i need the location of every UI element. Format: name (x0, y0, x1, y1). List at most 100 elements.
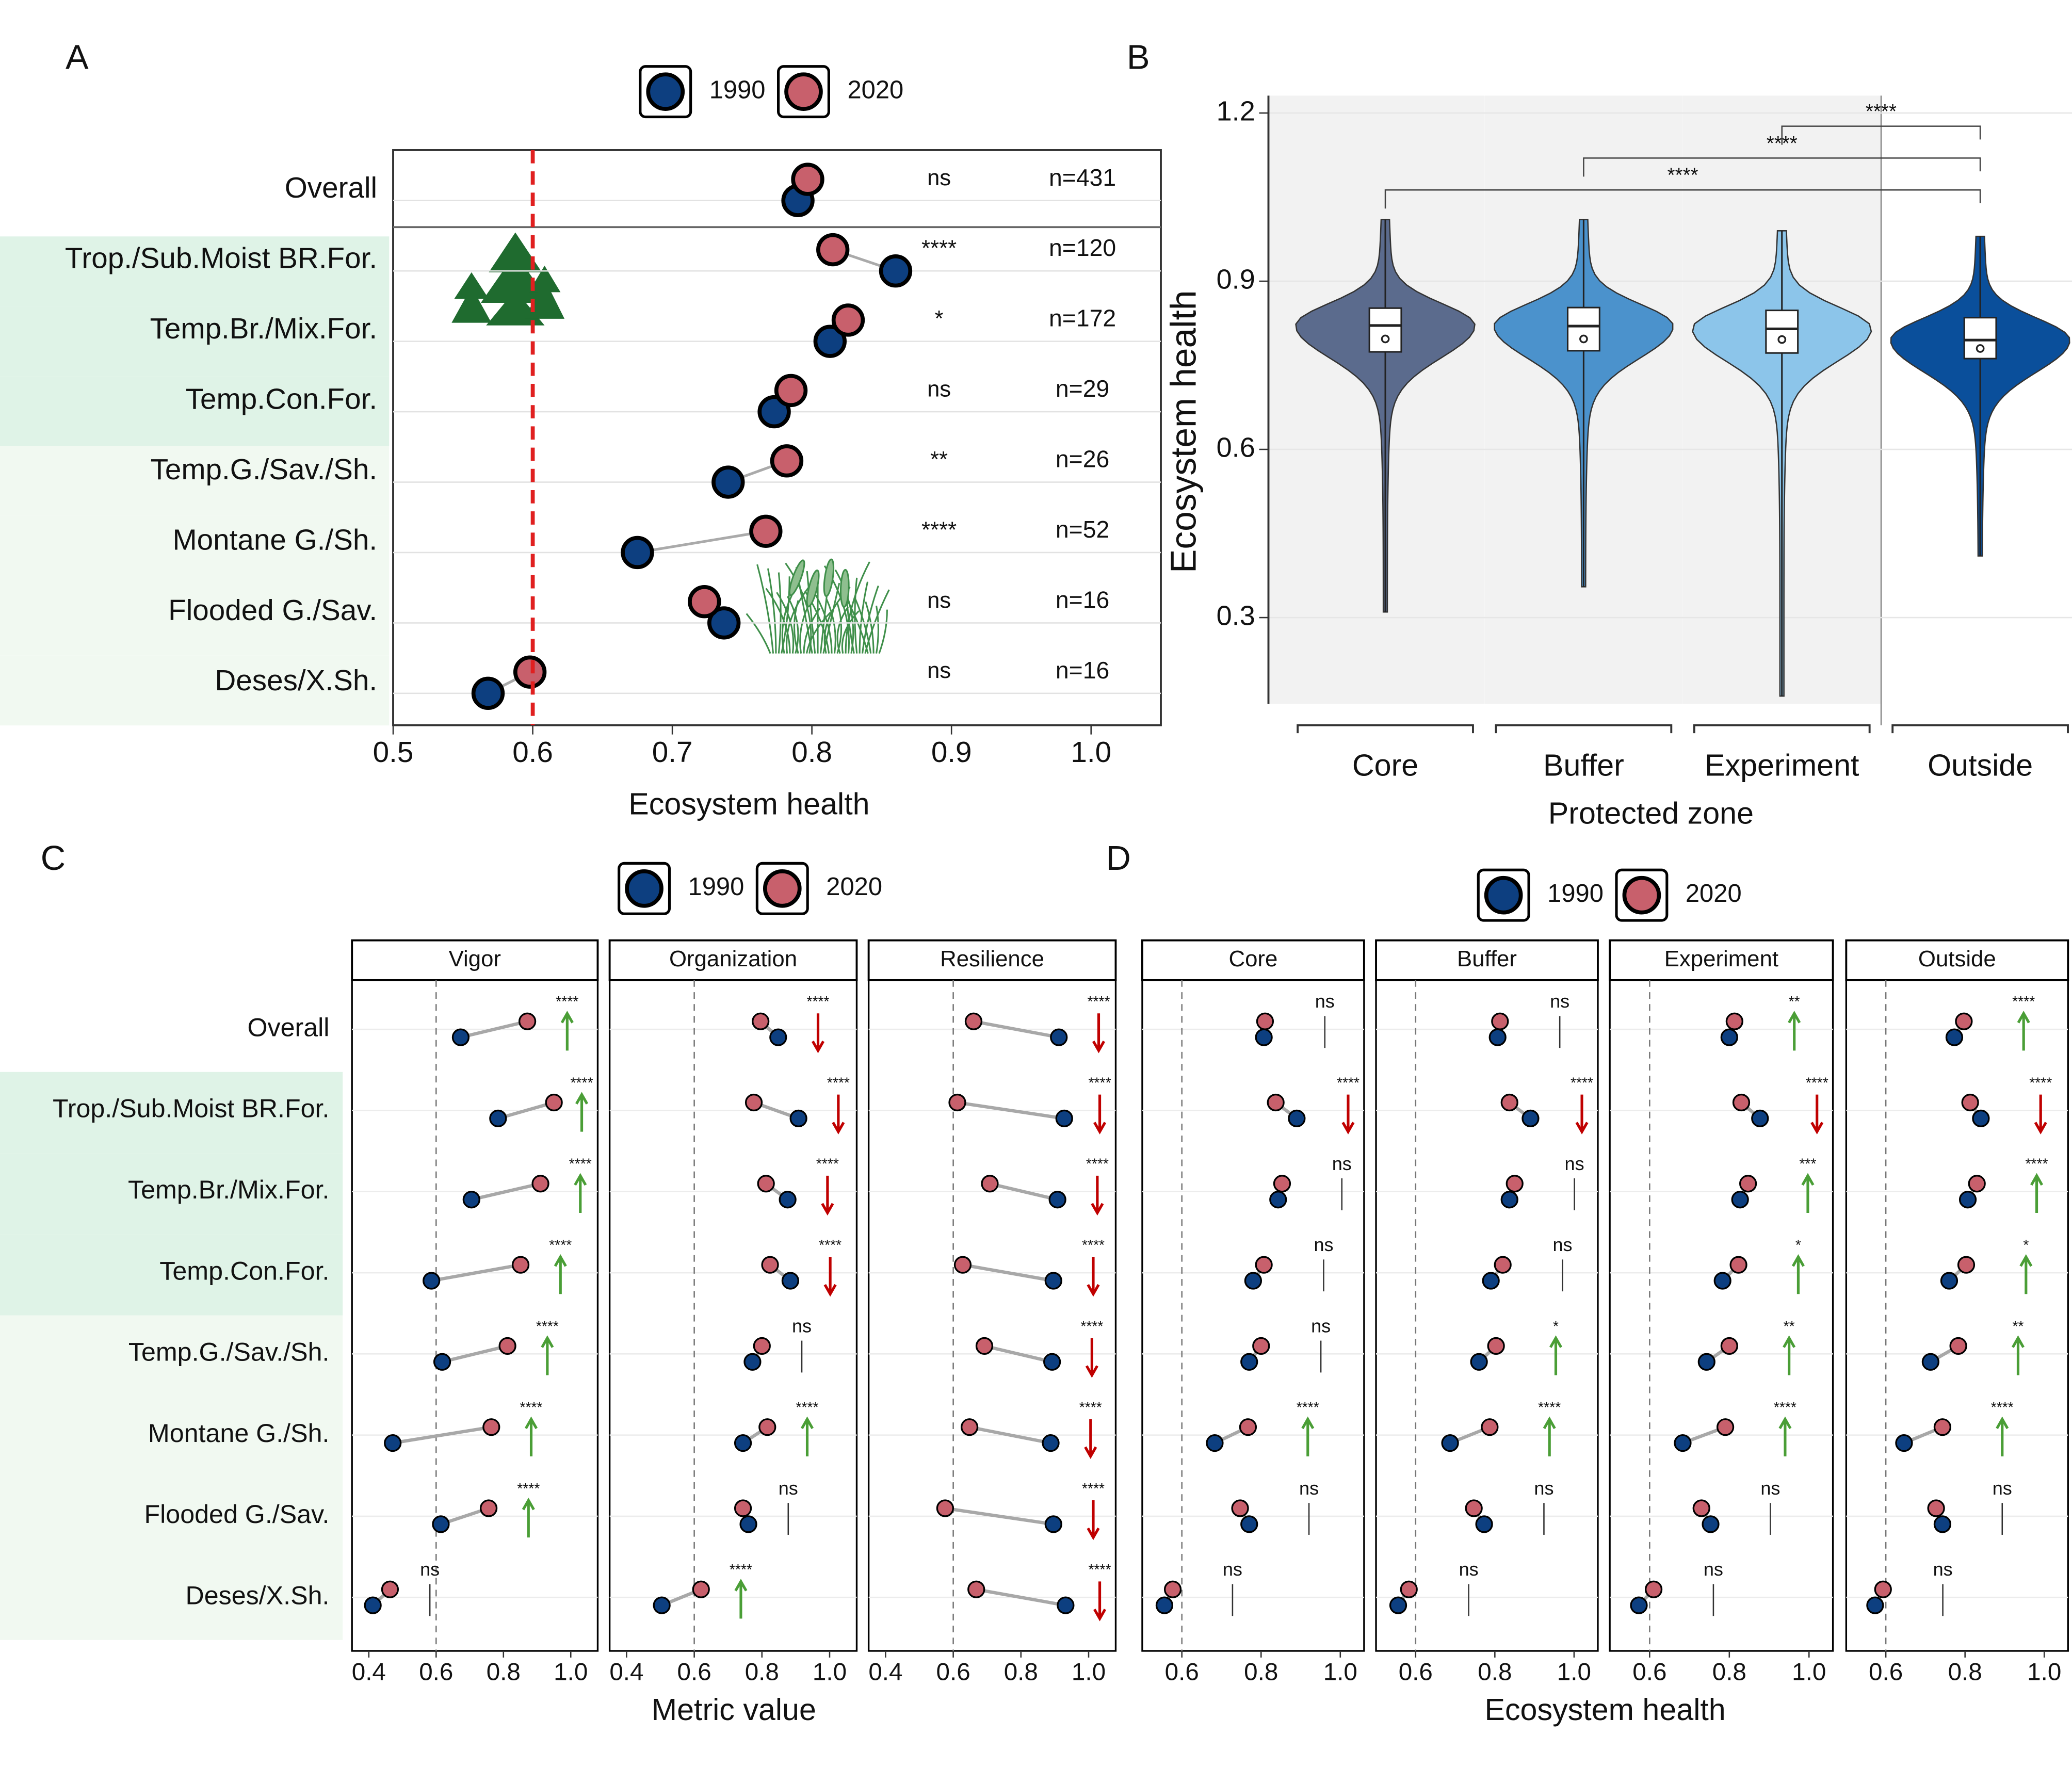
trend-arrowhead (2019, 1254, 2033, 1267)
point-2020 (692, 1580, 710, 1598)
x-tick-label: Outside (1928, 748, 2033, 783)
n-label: n=52 (1056, 516, 1109, 543)
point-1990 (1940, 1272, 1958, 1290)
trend-arrowhead (1087, 1527, 1100, 1541)
point-2020 (948, 1093, 966, 1112)
point-1990 (1057, 1596, 1075, 1614)
legend-symbol (784, 72, 823, 111)
category-band (0, 1072, 343, 1154)
significance: **** (549, 1237, 572, 1253)
point-1990 (1674, 1434, 1692, 1452)
grass-blade (815, 594, 833, 654)
point-1990 (1288, 1109, 1306, 1128)
x-tick-label: 1.0 (1323, 1658, 1357, 1685)
trend-arrowhead (1801, 1173, 1815, 1186)
grass-icon (746, 558, 890, 654)
significance: **** (1297, 1399, 1319, 1416)
point-1990 (364, 1596, 382, 1614)
legend-label: 1990 (709, 76, 766, 104)
point-2020 (498, 1337, 516, 1355)
point-1990 (451, 1028, 470, 1046)
significance: ns (1760, 1478, 1780, 1499)
trend-arrowhead (1091, 1203, 1104, 1216)
legend-symbol (1622, 876, 1661, 915)
category-axis (1891, 724, 2069, 734)
significance: **** (1538, 1399, 1561, 1416)
category-band (0, 1396, 343, 1478)
category-label: Temp.Br./Mix.For. (150, 313, 378, 345)
point-2020 (518, 1012, 537, 1030)
significance: **** (1082, 1237, 1105, 1253)
point-2020 (1716, 1418, 1735, 1436)
point-2020 (511, 1256, 530, 1274)
point-1990 (471, 676, 505, 710)
point-2020 (758, 1418, 776, 1436)
point-1990 (1244, 1272, 1262, 1290)
point-2020 (752, 1012, 770, 1030)
point-1990 (1945, 1028, 1964, 1046)
point-2020 (761, 1256, 779, 1274)
point-2020 (1465, 1499, 1483, 1517)
point-1990 (1488, 1028, 1507, 1046)
point-1990 (1521, 1109, 1540, 1128)
x-tick-label: 0.5 (373, 736, 414, 769)
significance: **** (1082, 1480, 1105, 1497)
y-tick-label: 1.2 (1217, 95, 1255, 126)
point-1990 (781, 1272, 800, 1290)
category-band (0, 376, 390, 446)
significance: **** (2012, 993, 2035, 1010)
trend-arrowhead (800, 1416, 814, 1430)
category-label: Flooded G./Sav. (144, 1500, 330, 1529)
significance: **** (921, 236, 957, 261)
trend-arrowhead (1575, 1122, 1589, 1134)
point-2020 (744, 1093, 763, 1112)
trend-arrowhead (1301, 1416, 1315, 1430)
point-2020 (479, 1499, 498, 1517)
x-tick-label: 0.8 (1948, 1658, 1982, 1685)
significance: ** (2012, 1318, 2024, 1334)
grass-seed (823, 558, 835, 597)
category-axis (1693, 724, 1871, 734)
legend-symbol (625, 869, 663, 908)
significance: **** (1806, 1074, 1828, 1091)
significance: ns (1550, 991, 1569, 1012)
connector (969, 1425, 1051, 1445)
significance: ** (930, 447, 948, 472)
category-label: Trop./Sub.Moist BR.For. (53, 1094, 329, 1123)
point-1990 (1048, 1191, 1066, 1209)
point-2020 (381, 1580, 399, 1598)
point-1990 (1389, 1596, 1407, 1614)
point-1990 (1050, 1028, 1068, 1046)
point-2020 (770, 444, 804, 478)
significance: **** (1089, 1561, 1111, 1578)
connector (984, 1344, 1053, 1364)
legend-symbol (646, 72, 685, 111)
facet-header (1609, 939, 1834, 981)
connector (962, 1263, 1054, 1283)
significance: ns (927, 165, 951, 190)
category-label: Overall (285, 172, 377, 204)
facet-frame (1845, 979, 2069, 1652)
significance: **** (1774, 1399, 1796, 1416)
significance: ns (1332, 1153, 1352, 1174)
trend-arrowhead (1093, 1122, 1107, 1134)
x-tick-label: 1.0 (554, 1658, 588, 1685)
grass-blade (793, 600, 799, 654)
backgrounds (0, 236, 390, 1640)
n-label: n=172 (1049, 305, 1116, 332)
box (1368, 307, 1402, 353)
point-1990 (1155, 1596, 1174, 1614)
y-tick-label: 0.6 (1217, 432, 1255, 463)
category-label: Overall (247, 1013, 329, 1042)
x-tick-label: Experiment (1705, 748, 1859, 783)
category-band (0, 655, 390, 726)
x-axis-title: Ecosystem health (1484, 1692, 1725, 1727)
point-1990 (739, 1515, 757, 1533)
trend-arrowhead (1085, 1365, 1098, 1378)
n-label: n=120 (1049, 234, 1116, 261)
x-tick-label: 0.6 (1869, 1658, 1903, 1685)
significance: ns (927, 376, 951, 401)
point-1990 (1206, 1434, 1224, 1452)
x-tick-label: 1.0 (1072, 1658, 1106, 1685)
